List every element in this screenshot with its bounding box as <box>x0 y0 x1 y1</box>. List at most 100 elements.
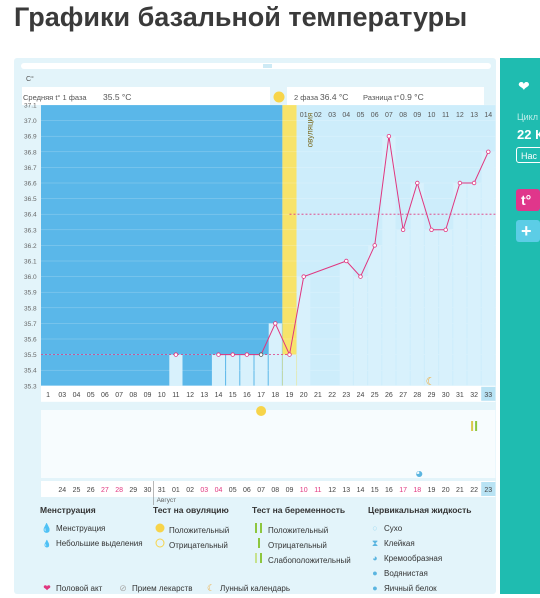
pregnancy-test-icon <box>471 421 474 431</box>
legend-item-label: Прием лекарств <box>132 584 193 593</box>
ovulation-sun-icon <box>273 91 285 103</box>
cycle-day-label: 08 <box>129 392 137 399</box>
temperature-point <box>258 352 264 357</box>
calendar-date-label: 07 <box>257 487 265 494</box>
weak-bar-icon <box>252 553 266 566</box>
phase1-avg-value: 35.5 °С <box>103 92 131 102</box>
side-settings-button[interactable]: Нас <box>516 147 540 163</box>
legend-intercourse: ❤ Половой акт <box>40 583 102 594</box>
temperature-point <box>230 352 235 357</box>
month-label: Август <box>157 497 177 504</box>
temperature-bar <box>282 354 297 386</box>
legend-item-label: Слабоположительный <box>268 556 351 565</box>
phase2-day-label: 02 <box>314 112 322 119</box>
cycle-day-label: 13 <box>200 392 208 399</box>
legend-pregnancy-title: Тест на беременность <box>252 505 346 515</box>
cycle-day-label: 26 <box>385 392 393 399</box>
scroll-track <box>21 63 491 69</box>
temperature-bar <box>297 276 311 386</box>
cycle-day-label: 11 <box>172 392 179 399</box>
pregnancy-test-icon <box>475 421 478 431</box>
temperature-bar <box>368 245 382 386</box>
observations-area <box>41 410 496 478</box>
y-tick-label: 36.9 <box>24 134 37 141</box>
heart-icon[interactable]: ❤ <box>518 78 530 94</box>
calendar-date-label: 13 <box>342 487 350 494</box>
add-note-button[interactable]: + <box>516 220 540 242</box>
cycle-day-label: 31 <box>456 392 464 399</box>
temperature-bar <box>439 229 453 386</box>
scroll-handle <box>263 64 272 68</box>
cycle-day-label: 18 <box>271 392 279 399</box>
legend-ovulation-title: Тест на овуляцию <box>153 505 229 515</box>
calendar-date-label: 18 <box>413 487 421 494</box>
legend: Менструация 💧 Менструация 💧 Небольшие выде… <box>40 505 496 595</box>
calendar-date-label: 04 <box>215 487 223 494</box>
legend-cervical-title: Цервикальная жидкость <box>368 505 472 515</box>
cycle-day-label: 10 <box>158 392 166 399</box>
temperature-bar <box>254 354 268 386</box>
sticky-icon: ⧗ <box>371 538 379 548</box>
ovulation-test-icon <box>256 406 267 416</box>
temperature-point <box>471 180 477 186</box>
cycle-day-label: 22 <box>328 392 336 399</box>
y-tick-label: 35.3 <box>24 383 37 390</box>
calendar-date-label: 22 <box>470 487 478 494</box>
temperature-point <box>415 180 420 186</box>
legend-item-label: Менструация <box>56 524 106 533</box>
y-tick-label: 37.1 <box>24 103 37 110</box>
legend-item: Положительный <box>252 523 351 538</box>
cycle-day-label: 15 <box>229 392 237 399</box>
add-temperature-button[interactable]: t° <box>516 189 540 211</box>
legend-item-label: Клейкая <box>384 539 415 548</box>
y-tick-label: 36.7 <box>24 165 37 172</box>
cycle-day-row <box>41 385 496 402</box>
legend-item: ◕ Кремообразная <box>368 553 471 568</box>
legend-item-label: Положительный <box>268 526 329 535</box>
legend-pregnancy-test: Тест на беременность Положительный Отриц… <box>252 505 351 568</box>
side-days-value: 22 К <box>517 127 540 142</box>
y-tick-label: 36.6 <box>24 181 37 188</box>
legend-item-label: Кремообразная <box>384 554 443 563</box>
cycle-day-label: 1 <box>46 392 50 399</box>
phase2-day-label: 10 <box>428 112 436 119</box>
y-tick-label: 35.6 <box>24 337 37 344</box>
legend-item: Слабоположительный <box>252 553 351 568</box>
calendar-date-label: 31 <box>158 487 166 494</box>
phase2-day-label: 12 <box>456 112 464 119</box>
cycle-day-label: 16 <box>243 392 251 399</box>
temperature-point <box>486 149 491 154</box>
legend-item-label: Водянистая <box>384 569 428 578</box>
calendar-date-label: 21 <box>456 487 464 494</box>
legend-item-label: Отрицательный <box>169 541 228 550</box>
cycle-day-label: 06 <box>101 392 109 399</box>
ovulation-column <box>282 105 297 386</box>
legend-item: Положительный <box>153 523 229 538</box>
pill-icon: ⊘ <box>119 583 127 593</box>
legend-cervical: Цервикальная жидкость ○ Сухо ⧗ Клейкая ◕ Кр… <box>368 505 471 598</box>
cycle-day-label: 32 <box>470 392 478 399</box>
phase2-day-label: 14 <box>484 112 492 119</box>
small-drop-icon: 💧 <box>42 541 52 548</box>
calendar-date-label: 19 <box>428 487 436 494</box>
temperature-point <box>457 180 463 186</box>
temperature-point <box>273 321 278 326</box>
ovulation-label: овуляция <box>306 113 315 148</box>
calendar-date-label: 30 <box>144 487 152 494</box>
calendar-date-label: 06 <box>243 487 251 494</box>
cycle-day-label: 28 <box>413 392 421 399</box>
y-tick-label: 36.1 <box>24 259 37 266</box>
legend-item-label: Небольшие выделения <box>56 539 143 548</box>
calendar-date-label: 27 <box>101 487 109 494</box>
phase2-day-label: 01 <box>300 112 308 119</box>
legend-item: Отрицательный <box>153 538 229 553</box>
legend-menstruation: Менструация 💧 Менструация 💧 Небольшие выде… <box>40 505 143 553</box>
basal-temperature-chart: C° Средняя t° 1 фаза 35.5 °С 2 фаза 36.4 °С Р… <box>21 63 496 505</box>
phase2-day-label: 06 <box>371 112 379 119</box>
temperature-point <box>244 352 250 357</box>
cycle-day-label: 04 <box>73 392 81 399</box>
temperature-bar <box>396 229 410 386</box>
temperature-point <box>386 133 392 139</box>
calendar-date-label: 01 <box>172 487 180 494</box>
cycle-day-label: 20 <box>300 392 308 399</box>
